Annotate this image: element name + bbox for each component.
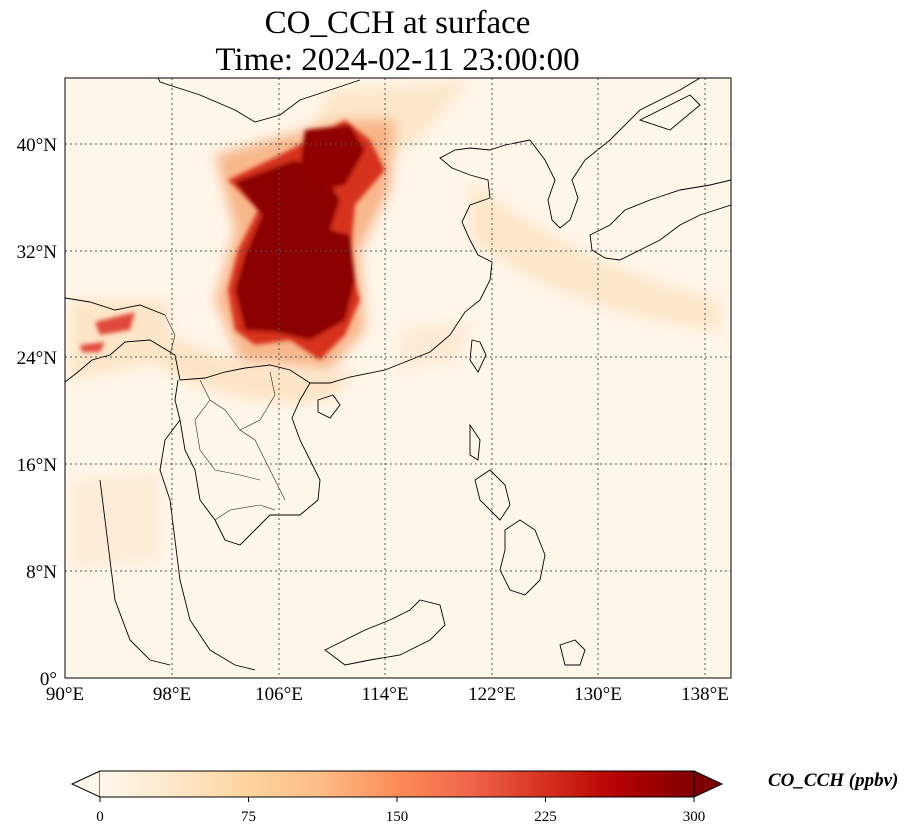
lon-tick-130: 130°E [574, 684, 622, 705]
lat-tick-16: 16°N [17, 455, 58, 476]
colorbar-gradient [100, 771, 694, 797]
lat-tick-40: 40°N [17, 135, 58, 156]
map-title-line1: CO_CCH at surface [264, 5, 531, 41]
lon-tick-138: 138°E [681, 684, 729, 705]
concentration-field [65, 78, 731, 678]
coastlines [65, 78, 731, 671]
colorbar-tick-0: 0 [96, 809, 104, 825]
lon-tick-114: 114°E [362, 684, 409, 705]
lon-tick-labels: 90°E 98°E 106°E 114°E 122°E 130°E 138°E [46, 684, 729, 705]
lon-tick-98: 98°E [153, 684, 191, 705]
colorbar-extend-min [70, 770, 101, 798]
lat-tick-labels: 0° 8°N 16°N 24°N 32°N 40°N [17, 135, 58, 690]
lon-tick-122: 122°E [468, 684, 516, 705]
lon-tick-90: 90°E [46, 684, 84, 705]
colorbar-extend-max [693, 770, 724, 798]
lat-tick-24: 24°N [17, 348, 58, 369]
lat-tick-8: 8°N [26, 562, 57, 583]
colorbar-tick-150: 150 [386, 809, 409, 825]
colorbar-tick-300: 300 [683, 809, 706, 825]
gridlines [65, 78, 731, 678]
map-frame [64, 77, 732, 679]
colorbar-tick-75: 75 [241, 809, 256, 825]
colorbar: 0 75 150 225 300 [70, 770, 724, 825]
lon-tick-106: 106°E [255, 684, 303, 705]
colorbar-tick-225: 225 [534, 809, 557, 825]
colorbar-title: CO_CCH (ppbv) [768, 770, 899, 791]
map-title-line2: Time: 2024-02-11 23:00:00 [215, 42, 580, 78]
lat-tick-32: 32°N [17, 242, 58, 263]
lat-tick-0: 0° [40, 669, 57, 690]
